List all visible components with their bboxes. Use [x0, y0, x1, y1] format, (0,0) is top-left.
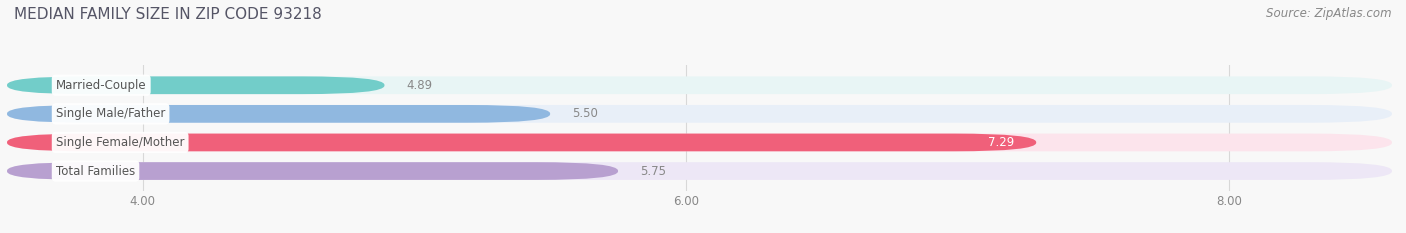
- Text: Source: ZipAtlas.com: Source: ZipAtlas.com: [1267, 7, 1392, 20]
- FancyBboxPatch shape: [7, 105, 1392, 123]
- FancyBboxPatch shape: [7, 76, 1392, 94]
- Text: 7.29: 7.29: [988, 136, 1015, 149]
- Text: Total Families: Total Families: [56, 164, 135, 178]
- Text: Married-Couple: Married-Couple: [56, 79, 146, 92]
- Text: 4.89: 4.89: [406, 79, 432, 92]
- Text: 5.75: 5.75: [640, 164, 666, 178]
- FancyBboxPatch shape: [7, 134, 1036, 151]
- FancyBboxPatch shape: [7, 76, 384, 94]
- Text: Single Female/Mother: Single Female/Mother: [56, 136, 184, 149]
- Text: MEDIAN FAMILY SIZE IN ZIP CODE 93218: MEDIAN FAMILY SIZE IN ZIP CODE 93218: [14, 7, 322, 22]
- FancyBboxPatch shape: [7, 162, 619, 180]
- FancyBboxPatch shape: [7, 162, 1392, 180]
- Text: 5.50: 5.50: [572, 107, 598, 120]
- FancyBboxPatch shape: [7, 105, 550, 123]
- Text: Single Male/Father: Single Male/Father: [56, 107, 166, 120]
- FancyBboxPatch shape: [7, 134, 1392, 151]
